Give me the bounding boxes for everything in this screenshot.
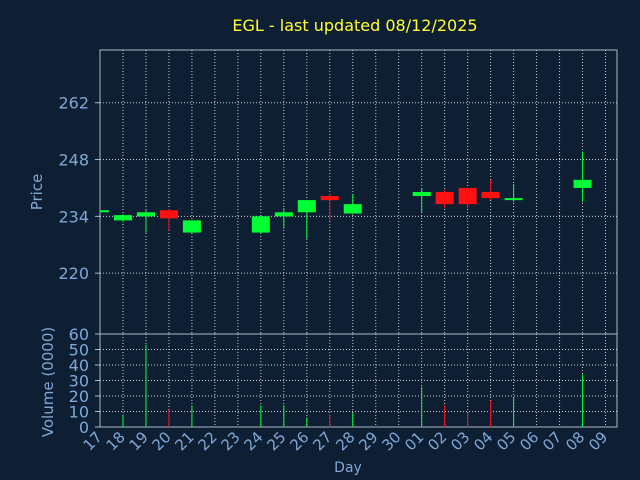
price-tick-label: 234 (58, 207, 89, 226)
candle (99, 210, 109, 213)
candle-body (573, 179, 592, 188)
candle-body (320, 196, 339, 201)
candle (113, 214, 132, 223)
candle (573, 151, 592, 203)
candle-body (100, 210, 109, 213)
candle-body (113, 215, 132, 221)
volume-tick-label: 20 (69, 387, 89, 406)
day-axis-label: Day (334, 460, 362, 476)
candle (435, 189, 454, 209)
candle-body (297, 200, 316, 213)
candle (159, 209, 178, 231)
chart-title: EGL - last updated 08/12/2025 (232, 16, 477, 35)
candle-body (481, 192, 500, 199)
x-tick-label: 09 (585, 428, 611, 454)
candle (251, 215, 270, 234)
volume-tick-label: 60 (69, 325, 89, 344)
candle-body (458, 187, 477, 205)
volume-tick-label: 10 (69, 403, 89, 422)
candle (136, 210, 155, 233)
price-tick-label: 248 (58, 151, 89, 170)
candle-body (251, 216, 270, 233)
volume-tick-label: 50 (69, 341, 89, 360)
candle-body (159, 210, 178, 219)
candle (412, 187, 431, 213)
price-tick-label: 262 (58, 94, 89, 113)
candle-body (274, 212, 293, 217)
volume-tick-label: 30 (69, 372, 89, 391)
volume-tick-label: 40 (69, 356, 89, 375)
price-axis-label: Price (28, 174, 46, 211)
candle (458, 187, 477, 209)
candle-body (136, 212, 155, 217)
candle-body (504, 198, 523, 201)
volume-axis-label: Volume (0000) (39, 327, 57, 437)
price-frame (99, 49, 618, 335)
candle-body (412, 192, 431, 197)
candle (274, 208, 293, 229)
price-panel: 220 234 248 262 (58, 49, 618, 335)
candle (343, 194, 362, 215)
volume-tick-label: 0 (79, 418, 89, 437)
candle (320, 194, 339, 221)
candle (504, 183, 523, 203)
candle (297, 200, 316, 239)
candle-body (182, 220, 201, 233)
price-tick-label: 220 (58, 264, 89, 283)
candle-body (435, 192, 454, 205)
candle-body (343, 204, 362, 214)
candle (481, 179, 500, 201)
x-axis-ticks: 1718192021222324252627282930010203040506… (80, 428, 612, 454)
candle (182, 220, 201, 234)
